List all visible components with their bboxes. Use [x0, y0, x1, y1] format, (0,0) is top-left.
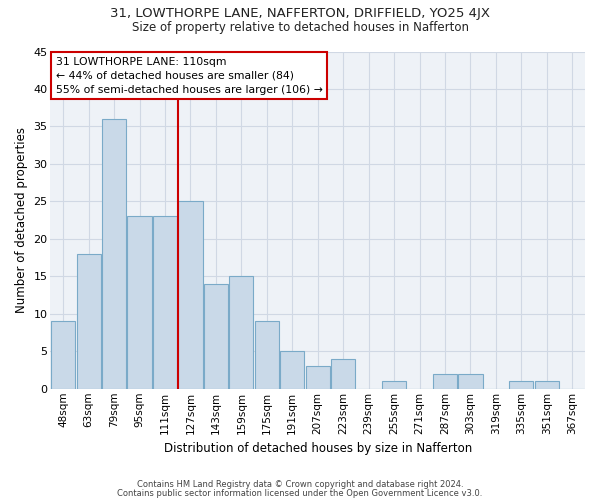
Bar — [204, 284, 228, 389]
Bar — [127, 216, 152, 389]
Bar — [535, 382, 559, 389]
Bar — [433, 374, 457, 389]
Bar — [382, 382, 406, 389]
Text: Contains HM Land Registry data © Crown copyright and database right 2024.: Contains HM Land Registry data © Crown c… — [137, 480, 463, 489]
Text: Size of property relative to detached houses in Nafferton: Size of property relative to detached ho… — [131, 21, 469, 34]
Bar — [229, 276, 253, 389]
Bar — [509, 382, 533, 389]
X-axis label: Distribution of detached houses by size in Nafferton: Distribution of detached houses by size … — [164, 442, 472, 455]
Text: 31, LOWTHORPE LANE, NAFFERTON, DRIFFIELD, YO25 4JX: 31, LOWTHORPE LANE, NAFFERTON, DRIFFIELD… — [110, 8, 490, 20]
Bar — [51, 322, 75, 389]
Text: Contains public sector information licensed under the Open Government Licence v3: Contains public sector information licen… — [118, 489, 482, 498]
Bar — [77, 254, 101, 389]
Bar — [331, 359, 355, 389]
Text: 31 LOWTHORPE LANE: 110sqm
← 44% of detached houses are smaller (84)
55% of semi-: 31 LOWTHORPE LANE: 110sqm ← 44% of detac… — [56, 56, 323, 94]
Bar — [255, 322, 279, 389]
Bar — [280, 352, 304, 389]
Bar — [102, 119, 126, 389]
Y-axis label: Number of detached properties: Number of detached properties — [15, 127, 28, 313]
Bar — [153, 216, 177, 389]
Bar — [305, 366, 330, 389]
Bar — [458, 374, 482, 389]
Bar — [178, 202, 203, 389]
